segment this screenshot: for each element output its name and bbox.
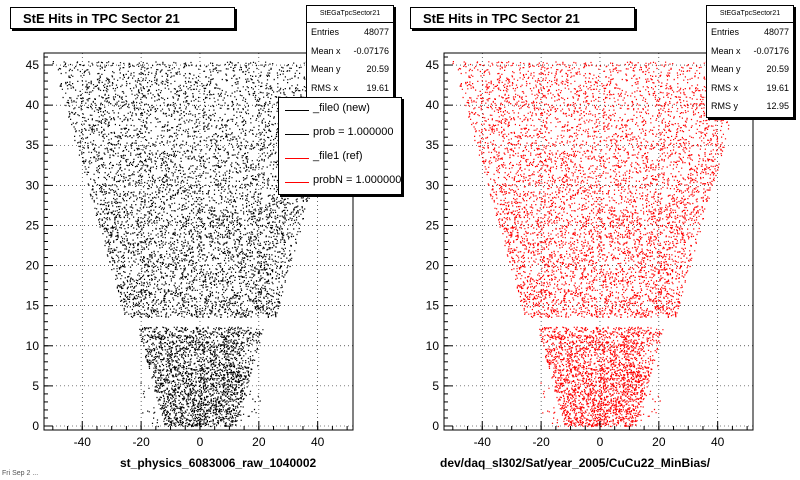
y-tick-label: 5 [432,379,439,393]
legend-entry: _file1 (ref) [279,146,401,170]
y-tick-label: 35 [426,138,440,152]
y-tick-label: 45 [426,58,440,72]
legend-line-marker [285,158,309,159]
right-stats-row: RMS x 19.61 [707,79,793,98]
right-plot-title: StE Hits in TPC Sector 21 [410,7,635,29]
stats-label: RMS x [311,82,338,93]
stats-value: 20.59 [366,64,389,74]
right-stats-row: RMS y 12.95 [707,97,793,116]
stats-value: 20.59 [766,64,789,74]
stats-value: 12.95 [766,101,789,111]
y-tick-label: 40 [426,98,440,112]
footer-timestamp: Fri Sep 2 ... [2,470,39,477]
stats-label: Mean y [311,64,341,74]
stats-label: Mean x [311,45,341,56]
y-tick-label: 20 [26,259,40,273]
y-tick-label: 0 [432,419,439,433]
y-tick-label: 20 [426,259,440,273]
left-x-axis-label: st_physics_6083006_raw_1040002 [120,456,317,470]
y-tick-label: 30 [26,178,40,192]
legend-label: prob = 1.000000 [313,126,394,138]
left-stats-name: StEGaTpcSector21 [307,6,393,23]
legend-line-marker [285,110,309,111]
y-tick-label: 45 [26,58,40,72]
x-tick-label: 40 [711,435,725,449]
left-stats-row: Mean y 20.59 [307,60,393,79]
right-stats-row: Mean y 20.59 [707,60,793,79]
legend-entry: prob = 1.000000 [279,122,401,146]
legend-label: _file0 (new) [313,102,370,114]
y-tick-label: 40 [26,98,40,112]
legend-label: probN = 1.000000 [313,174,402,186]
stats-value: 19.61 [366,82,389,93]
y-tick-label: 15 [426,299,440,313]
legend-line-marker [285,182,309,183]
left-stats-row: Mean x -0.07176 [307,42,393,61]
y-tick-label: 35 [26,138,40,152]
legend-entry: probN = 1.000000 [279,170,401,194]
x-tick-label: -40 [74,435,92,449]
y-tick-label: 5 [32,379,39,393]
right-x-axis-label: dev/daq_sl302/Sat/year_2005/CuCu22_MinBi… [440,456,711,470]
stats-label: RMS y [711,101,738,111]
stats-label: Entries [311,27,340,37]
y-tick-label: 25 [426,218,440,232]
y-tick-label: 10 [26,339,40,353]
stats-label: Mean x [711,45,741,56]
left-stats-row: Entries 48077 [307,23,393,42]
hit-points [452,61,747,428]
right-stats-name: StEGaTpcSector21 [707,6,793,23]
y-tick-label: 30 [426,178,440,192]
right-stats-row: Mean x -0.07176 [707,42,793,61]
y-tick-label: 25 [26,218,40,232]
legend-line-marker [285,134,309,135]
legend-box: _file0 (new) prob = 1.000000 _file1 (ref… [278,97,402,195]
left-stats-row: RMS x 19.61 [307,79,393,98]
y-tick-label: 0 [32,419,39,433]
legend-entry: _file0 (new) [279,98,401,122]
x-tick-label: 0 [197,435,204,449]
stats-value: 48077 [763,27,789,37]
stats-value: -0.07176 [353,45,389,56]
right-stats-box: StEGaTpcSector21 Entries 48077 Mean x -0… [706,5,794,118]
x-tick-label: -20 [532,435,550,449]
stats-label: Mean y [711,64,741,74]
right-stats-row: Entries 48077 [707,23,793,42]
stats-value: 48077 [363,27,389,37]
x-tick-label: 40 [311,435,325,449]
x-tick-label: 0 [597,435,604,449]
stats-value: 19.61 [766,82,789,93]
stats-label: Entries [711,27,740,37]
x-tick-label: 20 [252,435,266,449]
stats-label: RMS x [711,82,738,93]
left-plot-title: StE Hits in TPC Sector 21 [10,7,235,29]
stats-value: -0.07176 [753,45,789,56]
legend-label: _file1 (ref) [313,150,363,162]
x-tick-label: -40 [474,435,492,449]
x-tick-label: 20 [652,435,666,449]
y-tick-label: 10 [426,339,440,353]
left-stats-box: StEGaTpcSector21 Entries 48077 Mean x -0… [306,5,394,98]
y-tick-label: 15 [26,299,40,313]
x-tick-label: -20 [132,435,150,449]
